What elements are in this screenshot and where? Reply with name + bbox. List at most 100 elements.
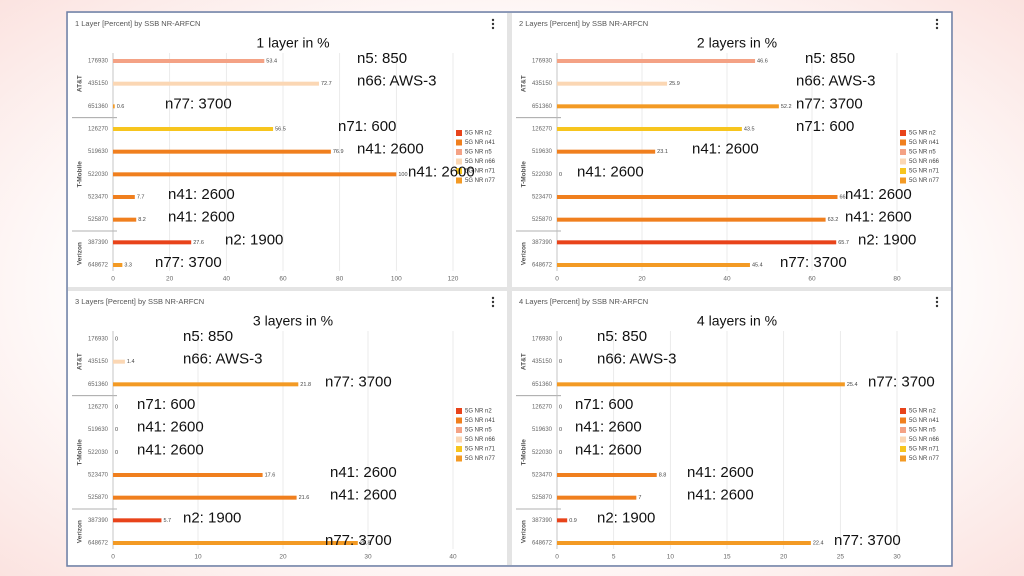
bar [557,541,811,545]
category-label: 522030 [88,172,109,178]
legend-label: 5G NR n77 [909,456,940,462]
group-label: AT&T [77,75,84,92]
value-label: 25.9 [669,81,680,87]
annotation: n71: 600 [796,118,854,135]
value-label: 3.3 [124,262,132,268]
annotation: n41: 2600 [687,487,754,504]
panel-menu[interactable] [935,296,939,308]
annotation: n66: AWS-3 [597,351,676,368]
panel-menu[interactable] [491,18,495,30]
group-label: T-Mobile [521,439,528,466]
bar [557,195,838,199]
menu-dot [935,296,939,300]
bar [557,518,568,523]
annotation: n41: 2600 [168,186,235,203]
legend-swatch [900,446,906,452]
group-label: AT&T [521,353,528,370]
annotation: n41: 2600 [577,163,644,180]
category-label: 648672 [532,263,553,269]
annotation: n77: 3700 [325,373,392,390]
annotation: n2: 1900 [858,231,916,248]
category-label: 176930 [532,59,553,65]
category-label: 176930 [88,337,109,343]
category-label: 523470 [88,195,109,201]
bar [557,127,742,131]
value-label: 5.7 [163,518,171,524]
category-label: 648672 [88,263,109,269]
value-label: 53.4 [266,58,277,64]
annotation: n41: 2600 [330,487,397,504]
category-label: 519630 [532,149,553,155]
group-label: Verizon [77,242,84,265]
category-label: 522030 [88,450,109,456]
menu-dot [935,304,939,308]
value-label: 0 [559,450,562,456]
legend-label: 5G NR n2 [909,409,936,415]
value-label: 0 [115,427,118,433]
menu-dot [935,18,939,22]
group-label: Verizon [521,242,528,265]
legend-label: 5G NR n66 [909,159,940,165]
x-tick-label: 40 [723,276,731,283]
category-label: 651360 [532,382,553,388]
value-label: 52.2 [781,104,792,110]
panel-menu[interactable] [935,18,939,30]
bar [557,240,837,245]
chart-title: 1 Layer [Percent] by SSB NR-ARFCN [75,19,200,28]
legend-label: 5G NR n41 [909,140,940,146]
menu-dot [491,18,495,22]
value-label: 46.6 [757,58,768,64]
bar [557,382,845,387]
bar [113,240,192,245]
value-label: 45.4 [752,262,763,268]
annotation: n77: 3700 [165,95,232,112]
legend-swatch [900,149,906,155]
value-label: 0.9 [569,518,577,524]
annotation: n66: AWS-3 [357,73,436,90]
category-label: 651360 [88,382,109,388]
menu-dot [935,22,939,26]
category-label: 387390 [532,240,553,246]
x-tick-label: 0 [111,554,115,561]
menu-dot [491,22,495,26]
group-label: T-Mobile [77,161,84,188]
panel-menu[interactable] [491,296,495,308]
bar [113,172,397,177]
value-label: 63.2 [828,217,839,223]
legend-swatch [900,168,906,174]
category-label: 176930 [88,59,109,65]
annotation: n41: 2600 [845,186,912,203]
legend-swatch [456,427,462,433]
value-label: 66 [840,194,846,200]
bar [557,104,779,109]
annotation: n41: 2600 [687,464,754,481]
legend-label: 5G NR n5 [465,150,492,156]
x-tick-label: 20 [279,554,287,561]
bar [113,473,263,477]
annotation: n66: AWS-3 [183,351,262,368]
group-label: AT&T [77,353,84,370]
menu-dot [491,26,495,30]
annotation: n77: 3700 [834,532,901,549]
legend-label: 5G NR n71 [909,169,940,175]
x-tick-label: 60 [279,276,287,283]
bar [113,127,274,131]
legend-swatch [900,427,906,433]
legend-label: 5G NR n77 [465,178,496,184]
x-tick-label: 80 [336,276,344,283]
chart-heading: 2 layers in % [697,35,777,51]
bar [113,541,358,545]
chart-panel: 4 Layers [Percent] by SSB NR-ARFCN 4 laye… [512,291,951,565]
x-tick-label: 120 [448,276,459,283]
value-label: 0 [559,427,562,433]
value-label: 25.4 [847,382,858,388]
value-label: 0.6 [117,104,125,110]
annotation: n2: 1900 [225,231,283,248]
value-label: 0 [559,336,562,342]
legend-swatch [456,139,462,146]
chart-title: 2 Layers [Percent] by SSB NR-ARFCN [519,19,648,28]
category-label: 387390 [88,518,109,524]
annotation: n41: 2600 [137,441,204,458]
legend-label: 5G NR n5 [465,428,492,434]
